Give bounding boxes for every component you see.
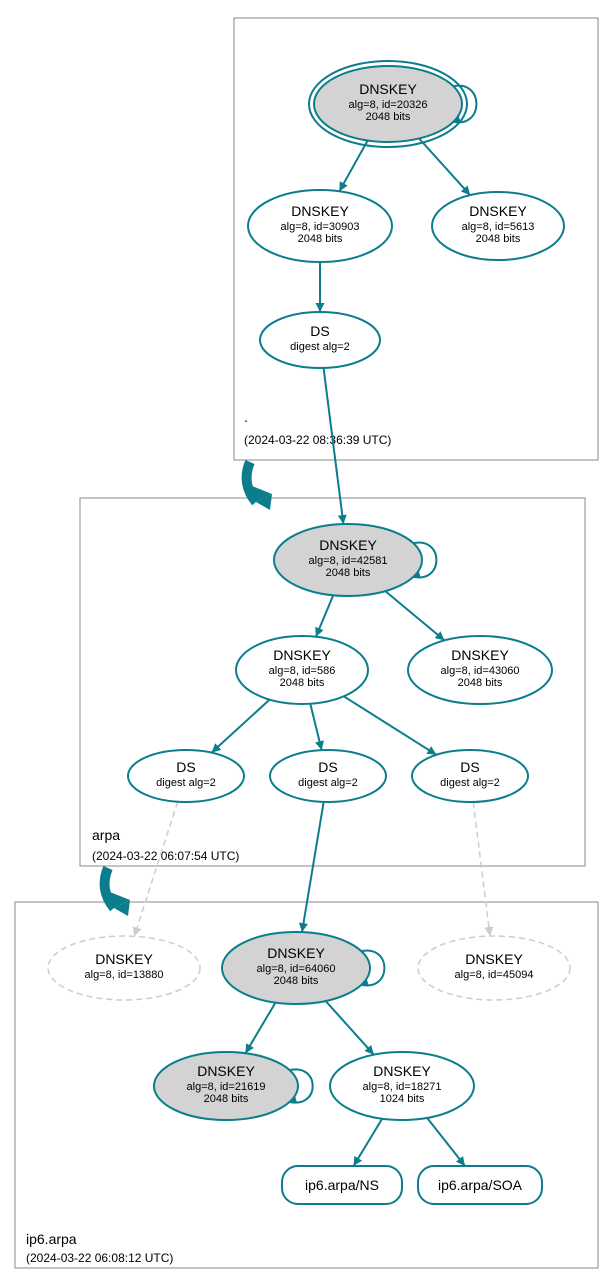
- svg-text:2048 bits: 2048 bits: [326, 567, 371, 579]
- svg-text:alg=8, id=20326: alg=8, id=20326: [349, 99, 428, 111]
- svg-text:1024 bits: 1024 bits: [380, 1093, 425, 1105]
- svg-text:arpa: arpa: [92, 827, 120, 843]
- svg-text:DNSKEY: DNSKEY: [359, 81, 417, 97]
- edge-ip6_zsk2-ip6_soa: [427, 1118, 465, 1166]
- svg-text:DNSKEY: DNSKEY: [373, 1063, 431, 1079]
- svg-text:(2024-03-22 08:36:39 UTC): (2024-03-22 08:36:39 UTC): [244, 433, 391, 447]
- edge-arpa_zsk1-arpa_ds3: [344, 696, 437, 754]
- svg-text:alg=8, id=586: alg=8, id=586: [269, 665, 336, 677]
- node-ip6_dk_l: DNSKEY alg=8, id=13880: [48, 936, 200, 1000]
- svg-text:DS: DS: [318, 759, 337, 775]
- node-ip6_ns: ip6.arpa/NS: [282, 1166, 402, 1204]
- node-arpa_zsk2: DNSKEY alg=8, id=430602048 bits: [408, 636, 552, 704]
- svg-text:.: .: [244, 409, 248, 425]
- dnssec-diagram: . (2024-03-22 08:36:39 UTC) arpa (2024-03-2…: [0, 0, 613, 1278]
- svg-text:DNSKEY: DNSKEY: [319, 537, 377, 553]
- zone-arrow-root-arpa: [247, 462, 272, 510]
- svg-text:2048 bits: 2048 bits: [298, 233, 343, 245]
- svg-text:alg=8, id=42581: alg=8, id=42581: [309, 555, 388, 567]
- node-root_zsk1: DNSKEY alg=8, id=309032048 bits: [248, 190, 392, 262]
- zone-arrow-arpa-ip6: [105, 868, 130, 916]
- svg-text:alg=8, id=18271: alg=8, id=18271: [363, 1081, 442, 1093]
- svg-text:2048 bits: 2048 bits: [204, 1093, 249, 1105]
- svg-text:ip6.arpa/NS: ip6.arpa/NS: [305, 1177, 379, 1193]
- edge-arpa_zsk1-arpa_ds1: [212, 700, 270, 753]
- node-arpa_ds1: DS digest alg=2: [128, 750, 244, 802]
- node-ip6_soa: ip6.arpa/SOA: [418, 1166, 542, 1204]
- svg-text:2048 bits: 2048 bits: [476, 233, 521, 245]
- svg-text:ip6.arpa/SOA: ip6.arpa/SOA: [438, 1177, 523, 1193]
- svg-text:DNSKEY: DNSKEY: [291, 203, 349, 219]
- svg-text:alg=8, id=13880: alg=8, id=13880: [85, 969, 164, 981]
- node-ip6_dk_r: DNSKEY alg=8, id=45094: [418, 936, 570, 1000]
- svg-text:2048 bits: 2048 bits: [458, 677, 503, 689]
- svg-text:digest alg=2: digest alg=2: [290, 341, 350, 353]
- svg-text:DNSKEY: DNSKEY: [197, 1063, 255, 1079]
- svg-text:2048 bits: 2048 bits: [366, 111, 411, 123]
- svg-text:DNSKEY: DNSKEY: [267, 945, 325, 961]
- svg-text:digest alg=2: digest alg=2: [298, 777, 358, 789]
- node-arpa_ds3: DS digest alg=2: [412, 750, 528, 802]
- edge-arpa_ds1-ip6_dk_l: [134, 802, 177, 937]
- svg-text:DNSKEY: DNSKEY: [95, 951, 153, 967]
- node-ip6_ksk: DNSKEY alg=8, id=640602048 bits: [222, 932, 370, 1004]
- svg-text:(2024-03-22 06:07:54 UTC): (2024-03-22 06:07:54 UTC): [92, 849, 239, 863]
- edge-arpa_ds2-ip6_ksk: [302, 802, 324, 932]
- edge-ip6_ksk-ip6_zsk2: [326, 1001, 374, 1055]
- svg-text:(2024-03-22 06:08:12 UTC): (2024-03-22 06:08:12 UTC): [26, 1251, 173, 1265]
- node-arpa_ksk: DNSKEY alg=8, id=425812048 bits: [274, 524, 422, 596]
- node-arpa_zsk1: DNSKEY alg=8, id=5862048 bits: [236, 636, 368, 704]
- svg-text:DNSKEY: DNSKEY: [465, 951, 523, 967]
- node-ip6_zsk1: DNSKEY alg=8, id=216192048 bits: [154, 1052, 298, 1120]
- svg-text:2048 bits: 2048 bits: [274, 975, 319, 987]
- svg-text:DNSKEY: DNSKEY: [273, 647, 331, 663]
- svg-text:DNSKEY: DNSKEY: [469, 203, 527, 219]
- svg-text:ip6.arpa: ip6.arpa: [26, 1231, 77, 1247]
- edge-arpa_ksk-arpa_zsk2: [385, 591, 444, 640]
- node-root_ds: DS digest alg=2: [260, 312, 380, 368]
- svg-text:alg=8, id=64060: alg=8, id=64060: [257, 963, 336, 975]
- node-root_ksk: DNSKEY alg=8, id=203262048 bits: [309, 61, 467, 147]
- node-arpa_ds2: DS digest alg=2: [270, 750, 386, 802]
- svg-text:DS: DS: [176, 759, 195, 775]
- node-root_zsk2: DNSKEY alg=8, id=56132048 bits: [432, 192, 564, 260]
- svg-text:alg=8, id=45094: alg=8, id=45094: [455, 969, 534, 981]
- svg-text:alg=8, id=43060: alg=8, id=43060: [441, 665, 520, 677]
- svg-text:DS: DS: [460, 759, 479, 775]
- svg-text:DS: DS: [310, 323, 329, 339]
- nodes: DNSKEYalg=8, id=203262048 bitsDNSKEYalg=…: [48, 61, 570, 1204]
- svg-text:DNSKEY: DNSKEY: [451, 647, 509, 663]
- svg-text:digest alg=2: digest alg=2: [156, 777, 216, 789]
- edge-root_ksk-root_zsk2: [419, 138, 470, 195]
- svg-text:digest alg=2: digest alg=2: [440, 777, 500, 789]
- svg-text:alg=8, id=5613: alg=8, id=5613: [462, 221, 535, 233]
- svg-text:alg=8, id=30903: alg=8, id=30903: [281, 221, 360, 233]
- svg-text:2048 bits: 2048 bits: [280, 677, 325, 689]
- node-ip6_zsk2: DNSKEY alg=8, id=182711024 bits: [330, 1052, 474, 1120]
- edge-arpa_ds3-ip6_dk_r: [473, 802, 490, 936]
- svg-text:alg=8, id=21619: alg=8, id=21619: [187, 1081, 266, 1093]
